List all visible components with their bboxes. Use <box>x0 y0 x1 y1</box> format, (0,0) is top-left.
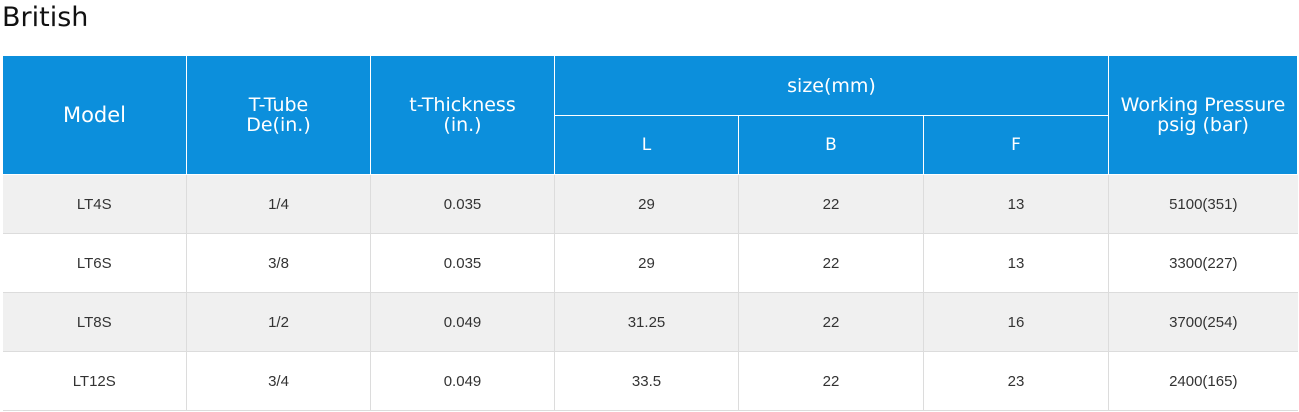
cell-f: 16 <box>922 292 1110 352</box>
header-tube-line2: De(in.) <box>246 114 311 136</box>
cell-pressure: 3300(227) <box>1108 233 1298 293</box>
table-row: LT8S 1/2 0.049 31.25 22 16 3700(254) <box>2 292 1298 352</box>
cell-thickness: 0.049 <box>370 292 555 352</box>
cell-model: LT8S <box>2 292 187 352</box>
cell-pressure: 5100(351) <box>1108 174 1298 234</box>
cell-f: 23 <box>922 351 1110 411</box>
header-size-f: F <box>922 115 1110 175</box>
cell-l: 31.25 <box>554 292 739 352</box>
cell-b: 22 <box>738 351 924 411</box>
cell-b: 22 <box>738 292 924 352</box>
header-tube: T-Tube De(in.) <box>186 55 371 175</box>
cell-b: 22 <box>738 233 924 293</box>
header-size-b: B <box>738 115 924 175</box>
table-row: LT6S 3/8 0.035 29 22 13 3300(227) <box>2 233 1298 293</box>
cell-tube: 1/4 <box>186 174 371 234</box>
cell-f: 13 <box>922 174 1110 234</box>
header-tube-line1: T-Tube <box>248 94 309 116</box>
cell-model: LT4S <box>2 174 187 234</box>
header-pressure-line2: psig (bar) <box>1157 114 1249 136</box>
spec-table: Model T-Tube De(in.) t-Thickness (in.) s… <box>2 55 1299 411</box>
header-pressure-line1: Working Pressure <box>1120 94 1286 116</box>
header-pressure: Working Pressure psig (bar) <box>1108 55 1299 175</box>
table-row: LT4S 1/4 0.035 29 22 13 5100(351) <box>2 174 1298 234</box>
cell-pressure: 2400(165) <box>1108 351 1298 411</box>
table-row: LT12S 3/4 0.049 33.5 22 23 2400(165) <box>2 351 1298 411</box>
cell-model: LT12S <box>2 351 187 411</box>
cell-pressure: 3700(254) <box>1108 292 1298 352</box>
cell-f: 13 <box>922 233 1110 293</box>
cell-tube: 1/2 <box>186 292 371 352</box>
header-thickness-line1: t-Thickness <box>409 94 516 116</box>
cell-thickness: 0.049 <box>370 351 555 411</box>
page-title: British <box>2 2 89 33</box>
cell-tube: 3/8 <box>186 233 371 293</box>
header-thickness: t-Thickness (in.) <box>370 55 555 175</box>
cell-thickness: 0.035 <box>370 174 555 234</box>
cell-b: 22 <box>738 174 924 234</box>
header-thickness-line2: (in.) <box>443 114 482 136</box>
header-size-l: L <box>554 115 739 175</box>
cell-model: LT6S <box>2 233 187 293</box>
cell-l: 33.5 <box>554 351 739 411</box>
header-model: Model <box>2 55 187 175</box>
cell-l: 29 <box>554 233 739 293</box>
cell-tube: 3/4 <box>186 351 371 411</box>
cell-l: 29 <box>554 174 739 234</box>
cell-thickness: 0.035 <box>370 233 555 293</box>
header-size: size(mm) <box>553 55 1110 116</box>
